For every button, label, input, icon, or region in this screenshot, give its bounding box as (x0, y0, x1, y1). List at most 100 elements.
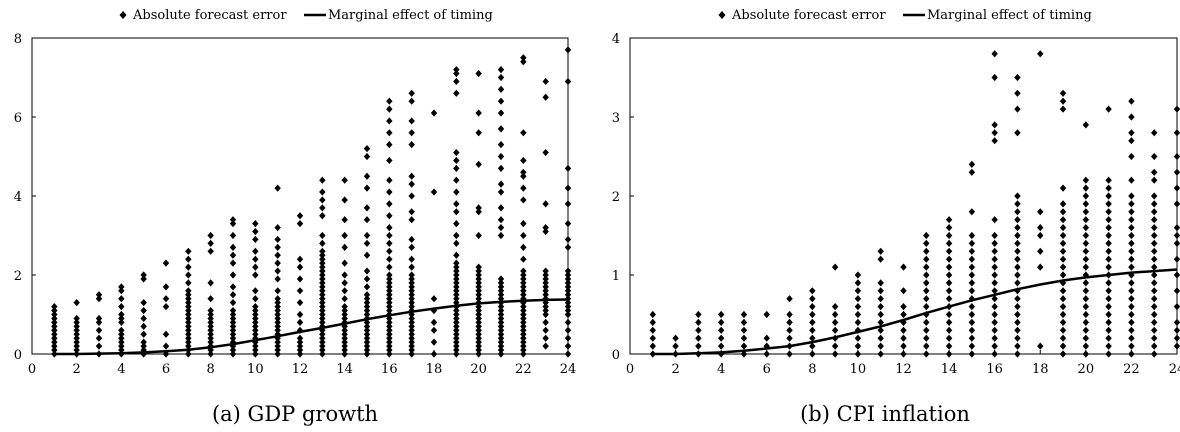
x-tick-label: 12 (895, 362, 912, 377)
data-point (207, 326, 214, 334)
data-point (1059, 326, 1067, 334)
data-point (1128, 224, 1135, 232)
data-point (73, 342, 80, 350)
data-point (1173, 152, 1180, 161)
data-point (1105, 208, 1112, 216)
chart-panel-cpi: 02468101214161820222401234Absolute forec… (590, 0, 1180, 432)
data-point (809, 326, 816, 334)
data-point (923, 342, 930, 350)
data-point (341, 342, 348, 350)
data-point (274, 267, 281, 275)
legend: Absolute forecast error Marginal effect o… (119, 8, 493, 23)
data-point (1014, 271, 1021, 279)
data-point (564, 46, 572, 54)
data-point (1082, 239, 1090, 247)
data-point (475, 279, 482, 287)
data-point (1105, 239, 1112, 247)
x-tick-label: 6 (162, 362, 170, 377)
data-point (386, 314, 393, 323)
data-point (564, 287, 572, 295)
data-point (968, 247, 976, 255)
data-point (763, 350, 770, 358)
data-point (1059, 271, 1067, 279)
data-point (408, 334, 415, 342)
data-point (968, 334, 976, 342)
data-point (274, 299, 281, 307)
data-point (185, 255, 192, 263)
data-point (695, 326, 702, 334)
data-point (185, 342, 192, 350)
data-point (363, 330, 371, 338)
data-point (520, 322, 527, 330)
data-point (564, 326, 572, 334)
data-point (1105, 287, 1112, 295)
x-tick-label: 18 (426, 362, 443, 377)
data-point (341, 216, 348, 224)
data-point (1128, 200, 1135, 208)
data-point (900, 310, 907, 319)
data-point (786, 334, 793, 342)
data-point (497, 314, 505, 323)
data-point (497, 231, 505, 240)
data-point (542, 310, 549, 319)
data-point (809, 295, 816, 303)
data-point (564, 243, 572, 251)
data-point (923, 263, 930, 271)
data-point (809, 318, 816, 326)
data-point (877, 310, 884, 319)
data-point (923, 287, 930, 295)
data-point (162, 342, 170, 350)
data-point (542, 224, 549, 232)
data-point (453, 66, 460, 74)
data-point (453, 283, 460, 291)
data-point (274, 346, 281, 354)
data-point (408, 287, 415, 295)
data-point (207, 295, 214, 303)
data-point (386, 338, 393, 346)
data-point (945, 318, 953, 326)
data-point (475, 129, 482, 137)
data-point (453, 69, 460, 78)
data-point (453, 350, 460, 358)
data-point (1151, 247, 1158, 255)
data-point (542, 318, 549, 326)
data-point (1105, 184, 1112, 192)
data-point (923, 255, 930, 263)
data-point (1014, 231, 1021, 240)
data-point (1105, 295, 1112, 303)
x-tick-label: 22 (1123, 362, 1140, 377)
data-point (1082, 216, 1090, 224)
data-point (95, 318, 103, 326)
data-point (252, 350, 259, 358)
data-point (341, 287, 348, 295)
data-point (1151, 231, 1158, 240)
data-point (520, 275, 527, 283)
data-point (542, 271, 549, 279)
data-point (408, 89, 415, 97)
data-point (453, 263, 460, 271)
data-point (319, 212, 326, 220)
data-point (497, 322, 505, 330)
data-point (991, 279, 998, 287)
data-point (319, 275, 326, 283)
data-point (296, 342, 304, 350)
data-point (453, 275, 460, 283)
data-point (923, 295, 930, 303)
data-point (408, 263, 415, 271)
data-point (649, 342, 656, 350)
data-point (564, 271, 572, 279)
data-point (386, 176, 393, 184)
data-point (564, 299, 572, 307)
data-point (1059, 184, 1067, 192)
data-point (497, 330, 505, 338)
data-point (497, 141, 505, 149)
data-point (968, 310, 976, 319)
chart-panel-gdp: 0 2 4 6 8 10 12 14 16 18 20 22 24 0 2 4 6 8 Absolute forec… (14, 8, 577, 426)
data-point (1151, 334, 1158, 342)
data-point (831, 350, 839, 358)
data-point (1014, 334, 1021, 342)
data-point (877, 287, 884, 295)
data-point (564, 318, 572, 326)
data-point (991, 326, 998, 334)
data-point (296, 299, 304, 307)
